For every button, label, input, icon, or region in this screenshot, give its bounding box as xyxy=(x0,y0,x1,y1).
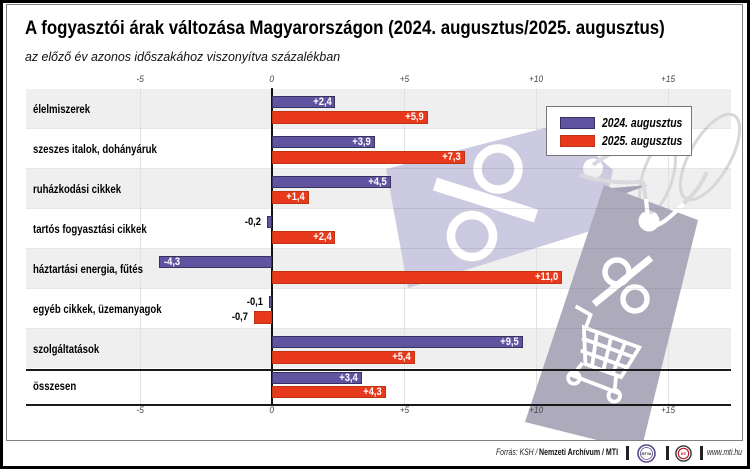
svg-text:MTI: MTI xyxy=(681,452,687,456)
svg-text:MTVA: MTVA xyxy=(642,452,652,456)
